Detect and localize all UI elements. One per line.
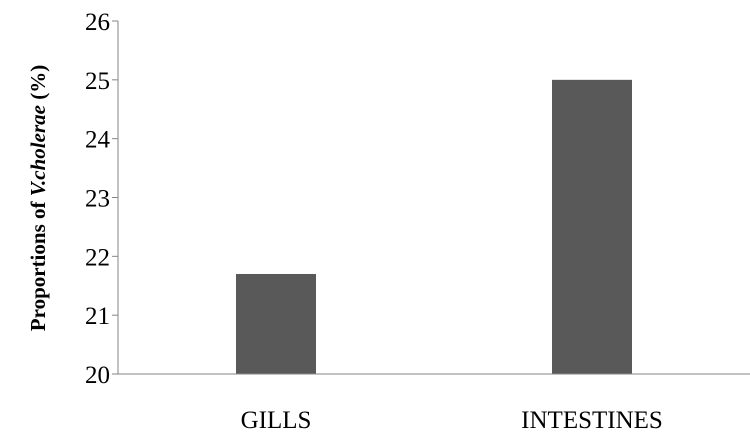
y-axis: 20 21 22 23 24 25 26 xyxy=(85,9,119,389)
x-tick-label: GILLS xyxy=(241,407,312,434)
bar-intestines xyxy=(552,79,632,374)
y-tick-label: 21 xyxy=(85,303,110,330)
bar-gills xyxy=(236,273,316,374)
y-axis-title: Proportions of V.cholerae (%) xyxy=(26,65,50,331)
y-tick-label: 25 xyxy=(85,68,110,95)
y-tick-label: 24 xyxy=(85,127,111,154)
bars xyxy=(236,79,632,374)
y-tick-label: 22 xyxy=(85,244,110,271)
x-axis: GILLS INTESTINES xyxy=(118,373,750,434)
x-tick-label: INTESTINES xyxy=(521,407,663,434)
y-tick-label: 23 xyxy=(85,186,110,213)
y-tick-label: 26 xyxy=(85,9,110,36)
y-tick-label: 20 xyxy=(85,362,110,389)
